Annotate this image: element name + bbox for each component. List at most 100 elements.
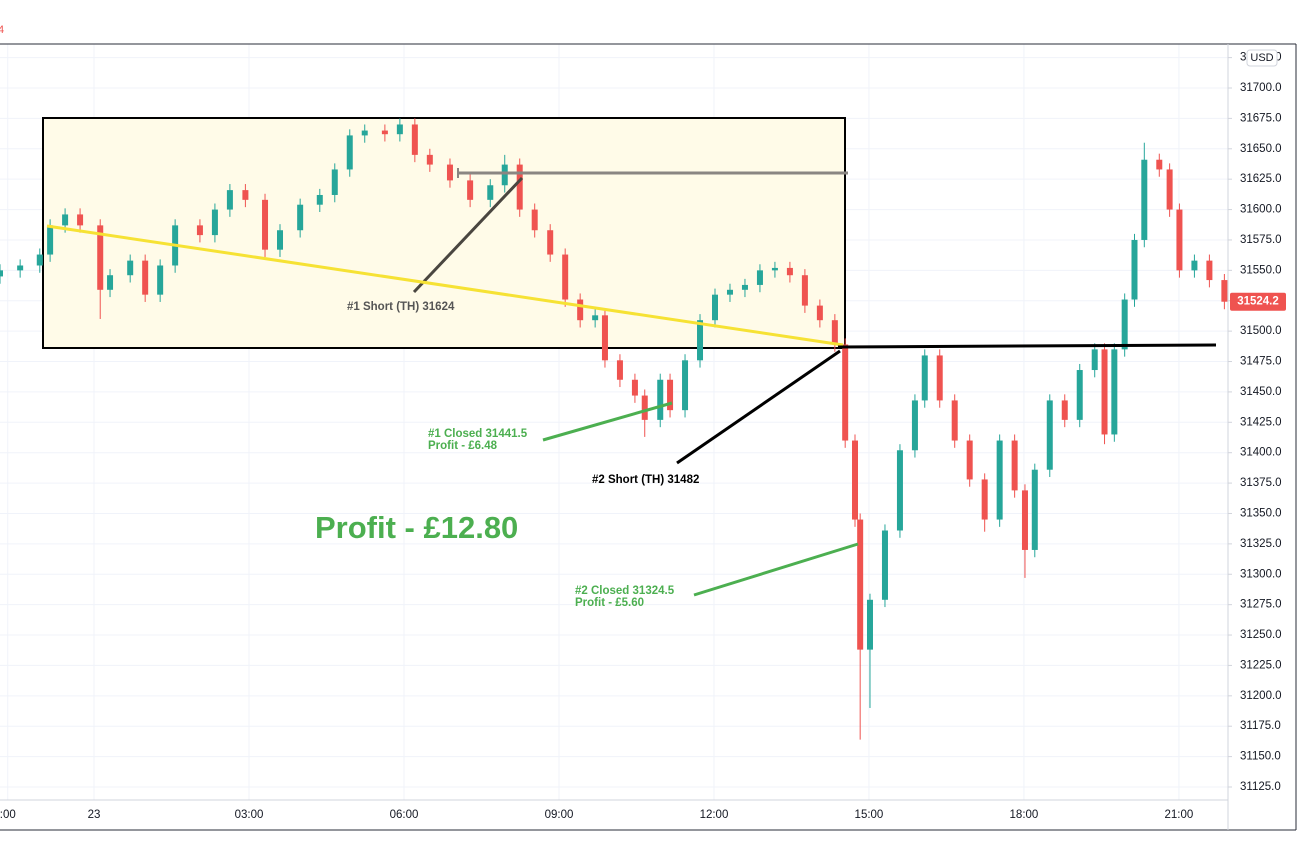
candle-body [936, 355, 943, 401]
x-tick-label: 18:00 [1010, 809, 1039, 821]
axes: 31125.0 31150.0 31175.0 31200.0 31225.0 31250… [0, 49, 1286, 821]
candle-body [616, 360, 623, 380]
candle-body [726, 289, 733, 295]
candle-body [911, 400, 918, 451]
annotation: Profit - £5.60 [575, 597, 644, 609]
candle-body [127, 260, 134, 276]
candle-body [741, 284, 748, 290]
annotation: #1 Closed 31441.5 [428, 428, 528, 440]
candle-body [641, 395, 648, 420]
pointer-line [693, 542, 859, 597]
candle-body [531, 209, 538, 231]
candle-body [97, 225, 104, 290]
x-tick-label: :00 [0, 809, 16, 821]
candle-body [426, 154, 433, 165]
y-tick-label: 31350.0 [1240, 508, 1282, 520]
candle-body [467, 180, 474, 200]
y-tick-label: 31625.0 [1240, 173, 1282, 185]
header-fragment: 4 [0, 24, 4, 36]
y-tick-label: 31475.0 [1240, 356, 1282, 368]
candle-body [47, 225, 54, 255]
candle-body [1221, 280, 1228, 302]
level-line [837, 343, 1217, 349]
candle-body [657, 379, 664, 420]
candle-body [631, 379, 638, 396]
candle-body [277, 230, 284, 250]
candle-body [1061, 400, 1068, 420]
y-tick-label: 31600.0 [1240, 204, 1282, 216]
y-tick-label: 31150.0 [1240, 751, 1281, 763]
candle-body [1011, 440, 1018, 491]
y-tick-label: 31275.0 [1240, 599, 1282, 611]
annotation: #2 Closed 31324.5 [575, 585, 675, 597]
y-tick-label: 31175.0 [1240, 720, 1281, 732]
x-tick-label: 23 [88, 809, 101, 821]
candle-body [756, 270, 763, 285]
candle-body [1091, 349, 1098, 371]
candle-body [1141, 159, 1148, 240]
candle-body [842, 344, 849, 441]
candle-body [316, 194, 323, 205]
range-box [42, 117, 846, 349]
y-tick-label: 31675.0 [1240, 112, 1282, 124]
candle-body [487, 185, 494, 200]
candle-body [881, 530, 888, 600]
candle-body [1206, 260, 1213, 281]
candle-body [667, 379, 674, 411]
x-tick-label: 06:00 [390, 809, 419, 821]
candle-body [1076, 370, 1083, 420]
candle-body [996, 440, 1003, 520]
pointer-line [412, 176, 524, 294]
x-tick-label: 09:00 [545, 809, 574, 821]
candle-body [36, 254, 43, 266]
candle-body [801, 275, 808, 306]
currency-box [1246, 49, 1278, 67]
candle-body [592, 315, 599, 321]
candle-body [381, 130, 388, 135]
candle-body [62, 214, 69, 226]
annotation: Profit - £6.48 [428, 440, 498, 452]
candle-body [786, 267, 793, 276]
candle-body [981, 479, 988, 520]
y-tick-label: 31325.0 [1240, 538, 1282, 550]
y-tick-label: 31425.0 [1240, 416, 1282, 428]
pointer-line [542, 401, 673, 442]
candle-body [771, 267, 778, 271]
candle-body [831, 320, 838, 345]
candle-body [1046, 400, 1053, 470]
x-tick-label: 12:00 [700, 809, 729, 821]
candle-body [107, 275, 114, 290]
candle-body [1191, 260, 1198, 271]
candle-body [17, 265, 24, 271]
candle-body [1156, 159, 1163, 170]
x-tick-label: 15:00 [855, 809, 884, 821]
y-tick-label: 31450.0 [1240, 386, 1282, 398]
x-tick-label: 21:00 [1165, 809, 1194, 821]
candle-body [501, 164, 508, 186]
y-tick-label: 31550.0 [1240, 264, 1282, 276]
y-tick-label: 31375.0 [1240, 477, 1282, 489]
candle-body [516, 164, 523, 210]
candle-body [562, 254, 569, 300]
candle-body [196, 225, 203, 236]
candle-body [361, 130, 368, 136]
y-tick-label: 31300.0 [1240, 568, 1282, 580]
candle-body [1166, 169, 1173, 210]
annotation: #1 Short (TH) 31624 [347, 301, 455, 313]
total-profit: Profit - £12.80 [315, 510, 518, 545]
candle-body [446, 164, 453, 181]
x-tick-label: 03:00 [235, 809, 264, 821]
y-tick-label: 31650.0 [1240, 143, 1282, 155]
candle-body [816, 305, 823, 321]
y-tick-label: 31575.0 [1240, 234, 1282, 246]
candles [0, 118, 1228, 740]
candle-body [346, 135, 353, 170]
candle-body [951, 400, 958, 441]
candle-body [142, 260, 149, 295]
candle-body [211, 209, 218, 236]
candle-body [1031, 469, 1038, 550]
candle-body [242, 190, 249, 200]
candle-body [1101, 349, 1108, 435]
candle-body [77, 214, 84, 226]
